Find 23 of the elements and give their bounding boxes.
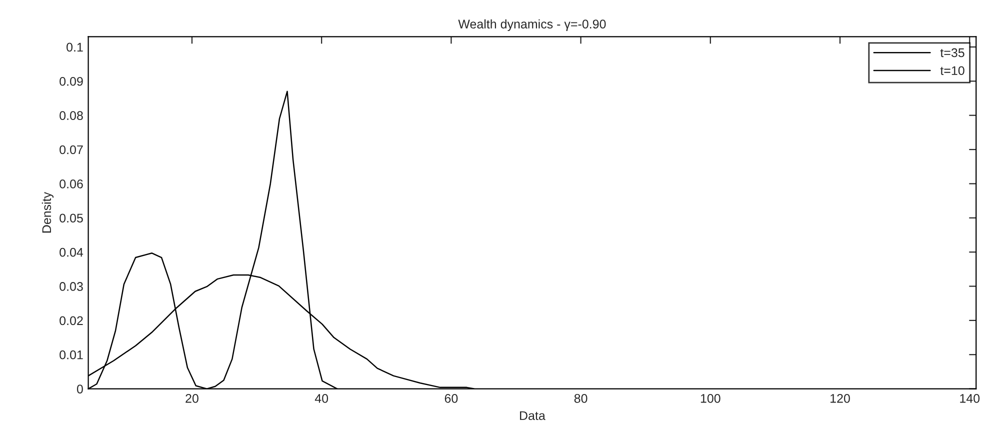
y-tick-label: 0.04 [60,248,84,257]
y-tick-label: 0.01 [60,350,83,360]
x-tick-label: 20 [186,394,198,403]
y-tick-label: 0.06 [60,180,83,188]
x-tick-label: 120 [830,394,850,403]
y-tick-label: 0.03 [60,282,83,291]
x-tick-label: 100 [700,394,720,403]
x-axis-title: Data [520,411,546,420]
y-tick-label: 0.07 [60,145,83,154]
chart-title: Wealth dynamics - γ=-0.90 [458,19,606,31]
legend-label: t=10 [940,66,964,76]
y-tick-label: 0.02 [60,316,83,326]
y-tick-label: 0 [76,384,83,394]
y-tick-label: 0.09 [60,76,83,86]
y-tick-label: 0.05 [60,214,83,223]
x-tick-label: 80 [574,394,588,403]
y-axis-title: Density [42,192,54,233]
y-tick-label: 0.08 [60,111,83,120]
x-tick-label: 40 [314,394,328,403]
y-tick-label: 0.1 [66,42,83,52]
x-tick-label: 140 [960,394,980,403]
legend-label: t=35 [940,48,964,58]
x-tick-label: 60 [444,394,458,403]
